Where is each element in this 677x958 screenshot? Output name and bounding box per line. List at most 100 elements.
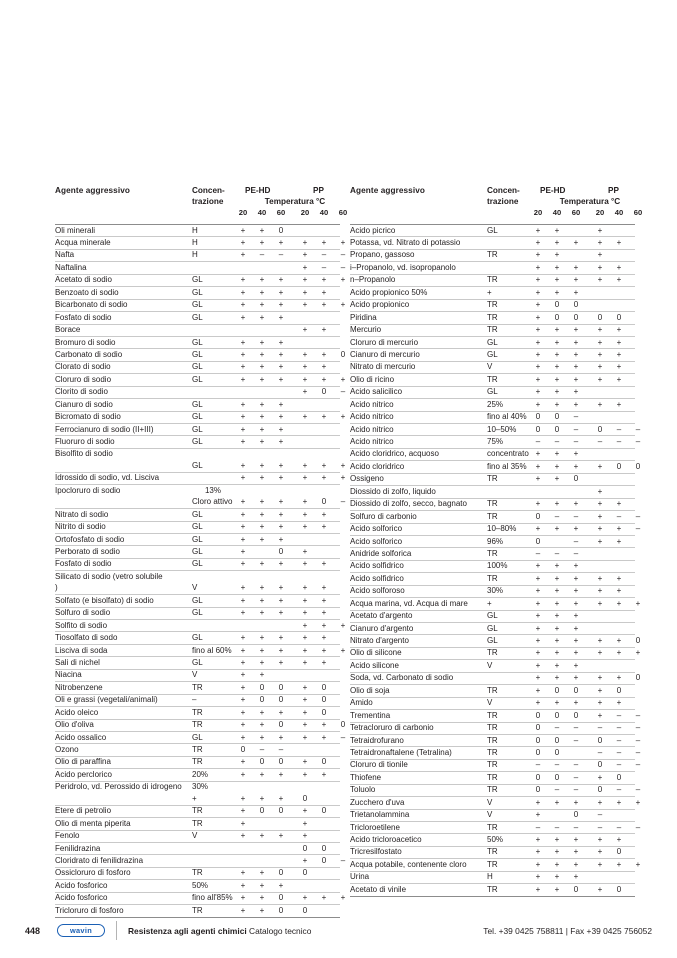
agent-name: Perborato di sodio [55,547,120,556]
concentration-value: V [487,797,493,807]
concentration-value: V [487,810,493,820]
agent-name: Acido picrico [350,225,396,235]
resistance-value: – [535,548,541,558]
row-line-primary: Ossicloruro di fosforo TR + +0 0 [55,868,340,879]
resistance-value: + [554,262,560,272]
agent-name: Acqua marina, vd. Acqua di mare [350,598,468,608]
table-row: Olio di menta piperita TR + + [55,818,340,831]
row-line-primary: Cianuro di sodio GL + + + [55,399,340,410]
resistance-value: + [302,362,308,372]
agent-name: Acido silicone [350,660,399,670]
resistance-value: + [573,387,579,397]
table-row: Clorato di sodio GL + + + + + [55,362,340,375]
concentration-value: TR [487,772,498,782]
concentration-value: TR [487,648,498,658]
resistance-value: + [240,225,246,235]
row-line-primary: Acido silicone V + + + [350,660,635,671]
resistance-value: + [302,818,308,828]
resistance-value: + [240,633,246,643]
resistance-value: – [321,250,327,260]
resistance-value: 0 [278,720,284,730]
row-line-primary: Fosfato di sodio GL + + + + + [55,559,340,570]
concentration-value: TR [487,275,498,285]
resistance-value: – [635,511,641,521]
table-row: Tetraidrofurano TR 0 0 – 0 – – [350,735,640,748]
table-row: Tetracloruro di carbonio TR 0 – – – – – [350,723,640,735]
table-row: Niacina V + + [55,670,340,683]
agent-name: Tiosolfato di sodo [55,633,118,643]
table-row: Cianuro di mercurio GL + + + + + [350,349,635,362]
table-row: Urina H + + + [350,872,635,885]
resistance-value: + [535,461,541,471]
resistance-value: + [340,374,346,384]
row-line-primary: Acido salicilico GL + + + [350,387,635,398]
resistance-value: + [259,559,265,569]
concentration-value: GL [192,300,203,310]
resistance-value: + [535,636,541,646]
table-row: Acido nitrico fino al 40% 0 0 – [350,412,635,424]
resistance-value: + [597,362,603,372]
agent-name: Bicromato di sodio [55,412,121,422]
resistance-value: – [573,785,579,795]
row-line-primary: Acido propionico 50% + + + + [350,287,635,298]
resistance-value: + [597,262,603,272]
agent-name: Tricloroetilene [350,822,400,832]
resistance-value: + [278,657,284,667]
resistance-value: + [535,685,541,695]
resistance-value: + [554,884,560,894]
resistance-value: – [616,723,622,733]
resistance-value: + [278,473,284,483]
resistance-value: 0 [535,511,541,521]
resistance-value: + [573,847,579,857]
resistance-value: + [240,437,246,447]
row-line-primary: Acido nitrico 10–50% 0 0 – 0 – – [350,424,640,435]
resistance-value: – [535,437,541,447]
resistance-value: + [321,522,327,532]
concentration-value: 30% [487,586,504,596]
agent-name: Tetraidronaftalene (Tetralina) [350,747,452,757]
table-row: Tiosolfato di sodo GL + + + + + [55,632,340,645]
resistance-value: + [278,497,284,507]
resistance-value: + [554,275,560,285]
agent-name: Trietanolammina [350,810,410,820]
resistance-value: – [635,822,641,832]
agent-name: Acido solforoso [350,586,405,596]
resistance-value: – [635,524,641,534]
table-row: Olio di paraffina TR +0 0 +0 [55,757,340,770]
resistance-value: + [321,509,327,519]
agent-name: Sali di nichel [55,657,100,667]
resistance-value: + [240,275,246,285]
agent-name: n–Propanolo [350,275,396,285]
resistance-value: 0 [259,695,265,705]
agent-name: Cloruro di mercurio [350,337,419,347]
table-row: Anidride solforica TR – – – [350,548,635,561]
agent-name: Nitrato d'argento [350,636,409,646]
row-line-primary: Solfuro di sodio GL + + + + + [55,608,340,619]
concentration-value: 50% [487,835,504,845]
resistance-value: – [573,822,579,832]
resistance-value: + [597,325,603,335]
resistance-value: 0 [573,300,579,310]
resistance-value: 0 [321,806,327,816]
row-line-primary: Clorato di sodio GL + + + + + [55,362,340,373]
resistance-value: + [535,287,541,297]
page-footer: 448 wavin Resistenza agli agenti chimici… [0,910,677,958]
agent-name: Potassa, vd. Nitrato di potassio [350,238,461,248]
row-line-primary: Bisolfito di sodio [55,449,340,460]
resistance-value: – [616,511,622,521]
agent-name: Propano, gassoso [350,250,415,260]
row-line-primary: Acido solfidrico 100% + + + [350,561,635,572]
resistance-value: + [597,275,603,285]
concentration-value: TR [487,760,498,770]
resistance-value: + [616,275,622,285]
resistance-value: + [240,645,246,655]
table-row: Ipocloruro di sodio 13% Cloro attivo + + + +0 – [55,485,345,510]
concentration-value: 96% [487,536,504,546]
agent-name: Zucchero d'uva [350,797,405,807]
resistance-value: + [597,511,603,521]
concentration-value: fino al 40% [487,412,527,422]
resistance-value: 0 [302,843,308,853]
resistance-value: 0 [321,682,327,692]
table-row: Cloruro di mercurio GL + + + + + [350,337,635,350]
